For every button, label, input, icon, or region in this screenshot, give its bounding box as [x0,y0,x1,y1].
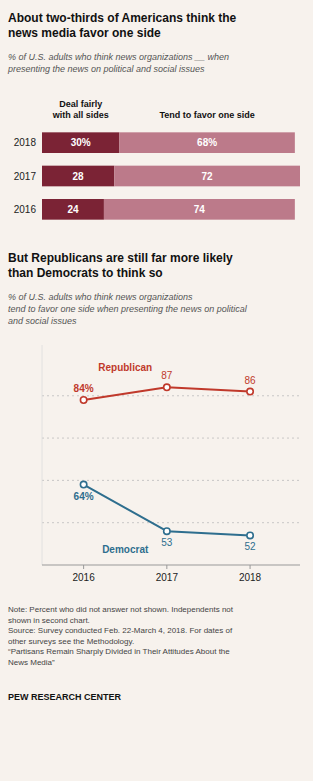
data-label: 28 [73,171,85,182]
data-label: 84% [74,383,94,394]
legend-label: Tend to favor one side [159,110,254,120]
line-labels: 84% 87 86 Republican 64% 53 52 Democrat [74,362,256,555]
bar-marks [42,132,300,219]
subtitle: % of U.S. adults who think news organiza… [8,292,248,326]
grid-line [42,522,300,523]
line-chart: But Republicans are still far more likel… [8,251,300,702]
data-label: 53 [161,537,173,548]
bar [42,166,114,187]
tick [166,565,167,569]
subtitle: % of U.S. adults who think news organiza… [7,52,229,74]
data-label: 86 [245,375,257,386]
tick-label: 2016 [72,572,95,583]
bar [119,132,294,153]
category-label: 2018 [14,137,37,148]
chart-page: About two-thirds of Americans think then… [0,0,313,781]
bar [114,166,300,187]
point [247,388,253,394]
category-label: 2016 [14,204,37,215]
series-label: Democrat [102,544,149,555]
x-axis-line [42,565,300,566]
data-label: 24 [67,204,79,215]
category-label: 2017 [14,171,37,182]
grid-line [42,395,300,396]
y-axis-line [42,345,43,565]
series-label: Republican [98,362,152,373]
point [80,397,86,403]
tick-label: 2017 [156,572,179,583]
data-label: 64% [74,491,94,502]
title: About two-thirds of Americans think then… [8,11,237,40]
note: Note: Percent who did not answer not sho… [8,605,234,667]
bar-chart: About two-thirds of Americans think then… [7,11,300,220]
data-label: 72 [202,171,214,182]
bar [42,199,104,220]
background [0,0,313,781]
line [84,485,250,536]
point [164,384,170,390]
tick [83,565,84,569]
title: But Republicans are still far more likel… [8,251,233,280]
bar [104,199,295,220]
grid-line [42,438,300,439]
point [164,528,170,534]
data-label: 74 [194,204,206,215]
tick-label: 2018 [239,572,262,583]
bar-labels: 2018 30% 68% 2017 28 72 2016 24 74 [14,137,217,215]
credit: PEW RESEARCH CENTER [8,692,122,702]
data-label: 52 [245,541,257,552]
point [80,481,86,487]
bar [42,132,119,153]
data-label: 87 [161,370,173,381]
line-marks [80,384,253,538]
grid-line [42,480,300,481]
point [247,532,253,538]
tick [250,565,251,569]
data-label: 30% [71,137,91,148]
legend-label: Deal fairlywith all sides [52,99,109,120]
data-label: 68% [197,137,217,148]
